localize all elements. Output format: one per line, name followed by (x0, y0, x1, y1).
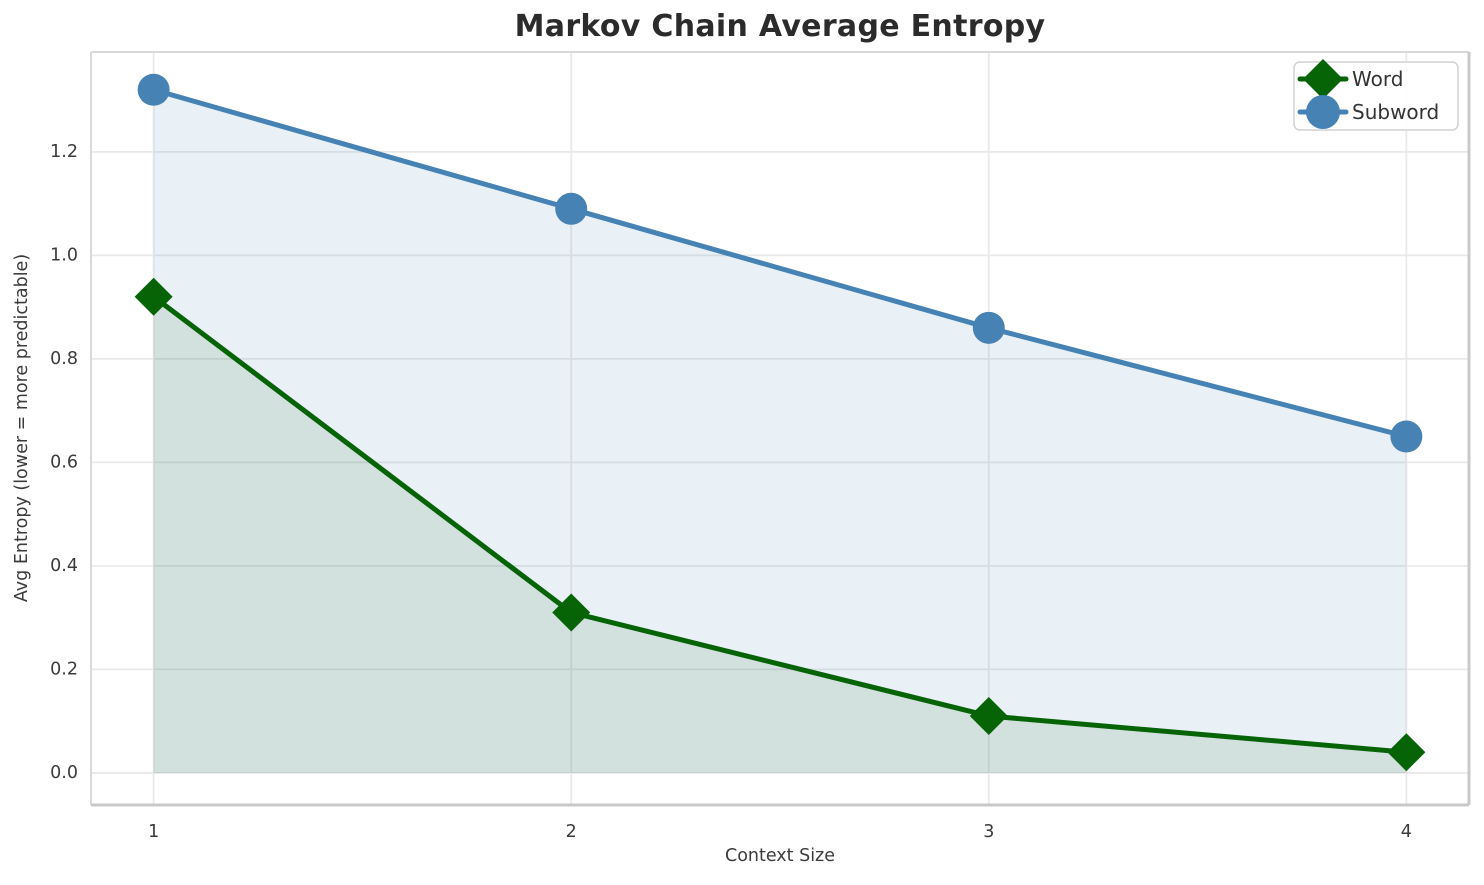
subword-marker (1390, 420, 1423, 453)
word-marker (969, 696, 1008, 735)
x-tick-label: 1 (148, 822, 159, 842)
subword-marker (555, 192, 588, 225)
y-tick-label: 1.0 (50, 245, 78, 265)
word-marker (1387, 733, 1426, 772)
word-area-fill (153, 296, 1407, 773)
x-axis-label: Context Size (724, 846, 836, 866)
word-marker (552, 593, 591, 632)
x-tick-label: 4 (1401, 822, 1412, 842)
y-tick-label: 0.4 (50, 556, 78, 576)
chart-title: Markov Chain Average Entropy (514, 9, 1046, 44)
word-line (151, 294, 1409, 755)
y-tick-label: 0.0 (50, 763, 78, 783)
x-tick-label: 2 (566, 822, 577, 842)
x-tick-label: 3 (983, 822, 994, 842)
legend-word-label: Word (1352, 67, 1403, 91)
subword-area-fill (153, 89, 1407, 773)
legend-word-marker (1303, 59, 1343, 99)
y-tick-label: 0.6 (50, 452, 78, 472)
subword-line (151, 87, 1409, 440)
y-tick-label: 1.2 (50, 142, 78, 162)
legend-subword-marker (1306, 95, 1340, 129)
y-axis-label: Avg Entropy (lower = more predictable) (12, 253, 32, 603)
word-marker (134, 277, 173, 316)
legend-subword-label: Subword (1352, 100, 1439, 124)
subword-marker (137, 73, 170, 106)
subword-marker (972, 311, 1005, 344)
y-tick-label: 0.8 (50, 349, 78, 369)
y-tick-label: 0.2 (50, 659, 78, 679)
